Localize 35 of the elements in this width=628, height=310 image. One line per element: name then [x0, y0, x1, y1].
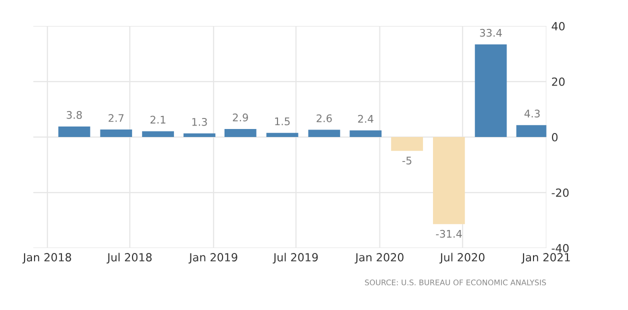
y-tick-label: -20 — [552, 188, 569, 197]
bar — [100, 130, 132, 138]
bar — [142, 131, 174, 138]
data-label: 4.3 — [524, 110, 540, 118]
bar — [433, 137, 465, 224]
x-tick-label: Jan 2020 — [354, 253, 404, 264]
data-label: 1.5 — [275, 118, 290, 126]
x-tick-label: Jul 2020 — [439, 252, 484, 264]
data-label: -31.4 — [436, 230, 462, 238]
data-label: 2.9 — [232, 114, 248, 122]
y-tick-label: 20 — [552, 78, 565, 86]
data-label: 2.7 — [108, 114, 124, 122]
data-label: 33.4 — [480, 28, 502, 37]
data-label: 2.1 — [150, 116, 166, 124]
data-label: 1.3 — [192, 118, 207, 126]
bar — [350, 130, 382, 138]
x-tick-label: Jul 2018 — [106, 252, 152, 264]
data-label: 3.8 — [66, 111, 82, 119]
bar — [58, 126, 90, 138]
bar — [391, 137, 423, 151]
y-tick-label: -40 — [552, 244, 569, 252]
bar — [184, 133, 216, 138]
bar — [308, 130, 340, 138]
bar — [474, 44, 507, 138]
data-label: 2.4 — [358, 114, 374, 123]
x-tick-label: Jan 2018 — [22, 253, 72, 264]
data-label: -5 — [402, 156, 412, 165]
bar — [266, 132, 298, 138]
bar — [224, 128, 256, 138]
x-tick-label: Jan 2019 — [188, 253, 238, 264]
x-tick-label: Jul 2019 — [272, 252, 318, 264]
y-tick-label: 40 — [552, 22, 565, 30]
y-tick-label: 0 — [552, 132, 558, 142]
x-tick-label: Jan 2021 — [521, 253, 570, 264]
data-label: 2.6 — [316, 114, 332, 122]
